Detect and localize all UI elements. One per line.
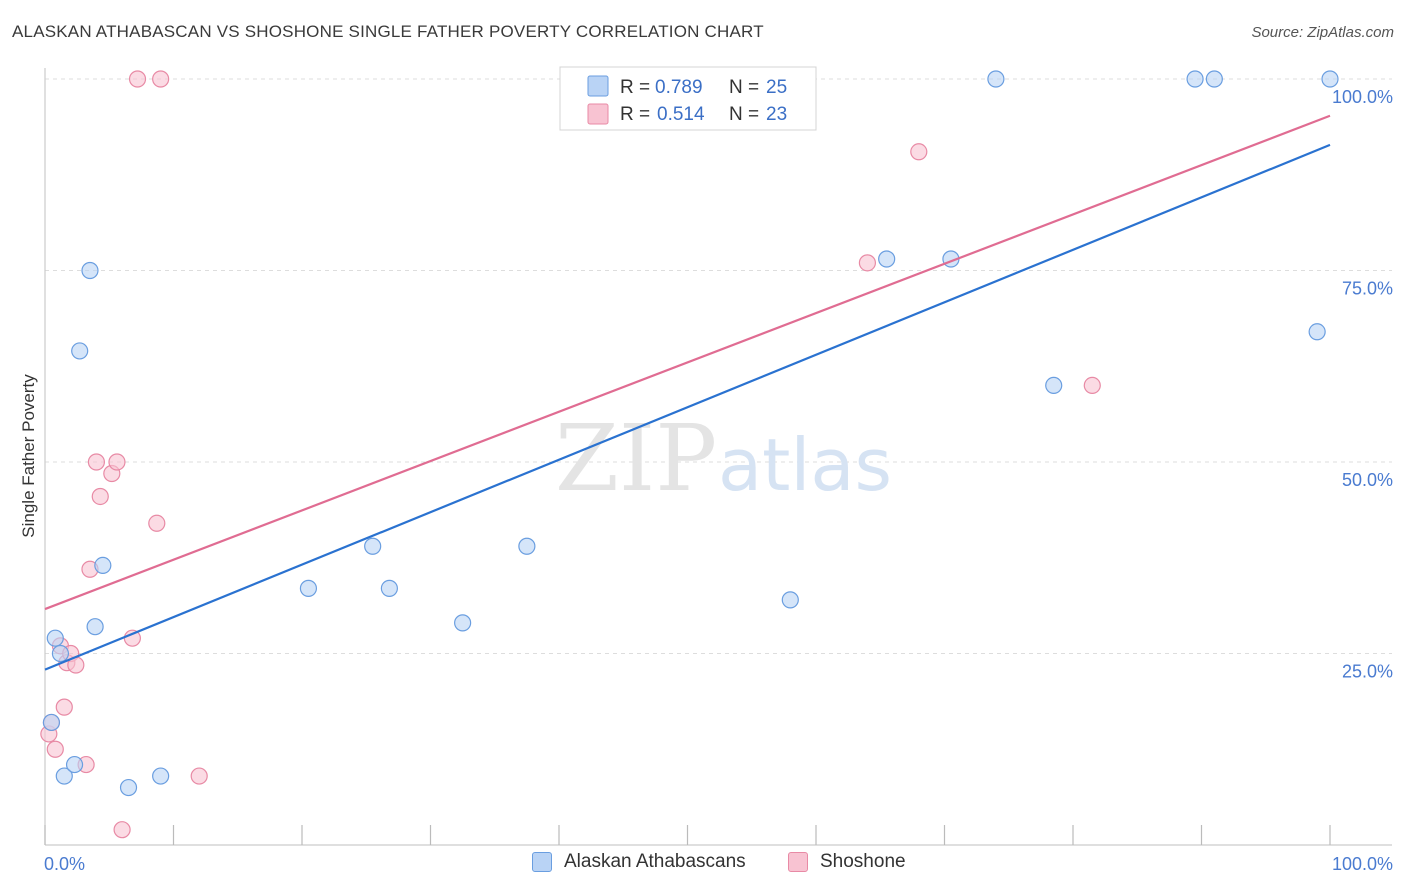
grid-lines [45,78,1392,654]
shoshone-point-21 [858,254,877,272]
alaskan-athabascans-point-3 [51,644,70,663]
legend-n-value-1: 25 [766,77,787,98]
shoshone-point-15 [113,821,131,839]
alaskan-athabascans-point-9 [94,556,112,575]
alaskan-athabascans-point-2 [46,629,64,647]
alaskan-athabascans-point-17 [781,591,799,609]
y-tick-label-3: 75.0% [1342,279,1393,299]
legend: R = 0.789 N = 25 R = 0.514 N = 23 [559,66,817,131]
watermark: ZIP atlas [555,405,892,512]
x-tick-label-min: 0.0% [44,854,85,874]
alaskan-athabascans-point-12 [299,579,318,597]
alaskan-athabascans-point-15 [454,614,472,632]
shoshone-point-14 [108,453,126,471]
series-legend-label-a: Alaskan Athabascans [564,851,746,872]
shoshone-point-20 [190,767,208,785]
legend-r-label-1: R = [620,77,650,98]
shoshone-point-23 [1083,376,1101,394]
chart-title: ALASKAN ATHABASCAN VS SHOSHONE SINGLE FA… [12,22,764,41]
alaskan-athabascans-point-10 [119,778,138,797]
shoshone-point-19 [148,514,166,532]
y-tick-label-1: 25.0% [1342,662,1393,682]
alaskan-athabascans-point-7 [81,261,99,280]
shoshone-point-18 [152,70,170,88]
alaskan-athabascans-point-8 [86,618,104,636]
alaskan-athabascans-point-11 [152,767,170,785]
y-tick-label-2: 50.0% [1342,470,1393,490]
y-axis-label: Single Father Poverty [19,374,38,538]
alaskan-athabascans-point-1 [42,713,61,732]
watermark-atlas: atlas [718,423,892,507]
alaskan-athabascans-point-6 [71,342,89,360]
series-legend-label-b: Shoshone [820,851,906,872]
alaskan-athabascans-point-14 [380,579,398,597]
x-ticks [44,825,1331,845]
series-legend-item-a: Alaskan Athabascans [532,851,746,873]
alaskan-athabascans-point-18 [878,250,896,268]
alaskan-athabascans-point-20 [987,70,1005,88]
alaskan-athabascans-point-23 [1205,70,1223,88]
alaskan-athabascans-trend-line [44,143,1331,671]
series-legend-item-b: Shoshone [788,851,906,873]
alaskan-athabascans-point-5 [65,755,84,774]
shoshone-point-11 [87,453,106,471]
legend-n-label-1: N = [729,77,759,98]
y-tick-labels: 25.0% 50.0% 75.0% 100.0% [1332,87,1393,682]
alaskan-athabascans-point-16 [518,537,536,555]
series-legend-swatch-a [532,852,552,872]
legend-swatch-pink [587,103,609,125]
shoshone-point-22 [910,143,928,161]
legend-swatch-blue [587,75,609,97]
shoshone-point-12 [91,487,109,506]
x-tick-label-max: 100.0% [1332,854,1393,874]
alaskan-athabascans-point-4 [55,767,73,785]
alaskan-athabascans-point-24 [1308,323,1326,341]
source-label: Source: ZipAtlas.com [1251,24,1394,41]
alaskan-athabascans-point-13 [364,537,382,555]
legend-r-value-1: 0.789 [655,77,703,98]
legend-n-label-2: N = [729,104,759,125]
shoshone-trend-line [44,114,1331,611]
series-legend-swatch-b [788,852,808,872]
shoshone-point-5 [55,698,73,716]
shoshone-point-3 [46,740,64,758]
trend-lines [44,114,1331,671]
series-legend: Alaskan Athabascans Shoshone [0,851,1406,879]
alaskan-athabascans-point-25 [1321,70,1339,88]
alaskan-athabascans-point-21 [1045,376,1063,394]
axes [44,68,1392,846]
shoshone-point-17 [128,70,147,88]
alaskan-athabascans-point-22 [1186,70,1204,88]
legend-n-value-2: 23 [766,104,787,125]
y-tick-label-4: 100.0% [1332,87,1393,107]
legend-r-value-2: 0.514 [657,104,705,125]
series-alaskan-athabascans-points [42,70,1339,797]
legend-r-label-2: R = [620,104,650,125]
watermark-zip: ZIP [555,405,717,512]
